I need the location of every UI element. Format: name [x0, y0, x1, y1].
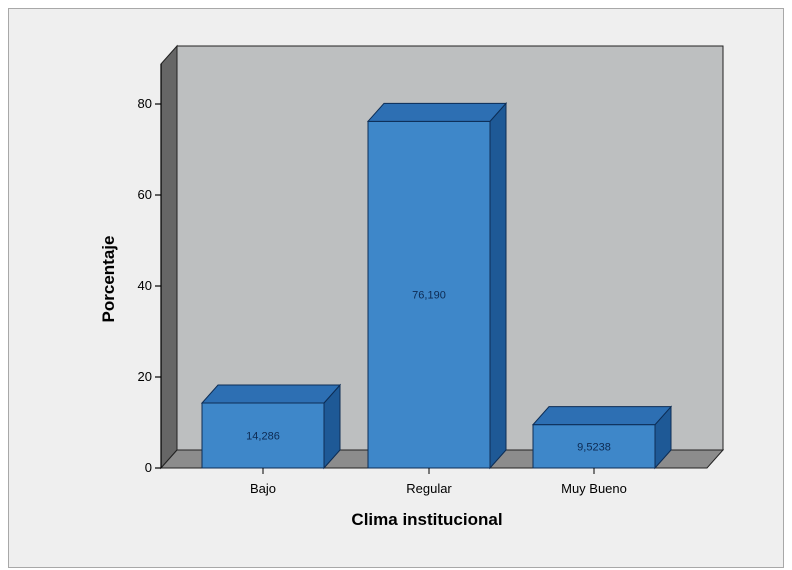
bar-bajo: 14,286 Bajo — [200, 383, 342, 496]
bar-regular: 76,190 Regular — [366, 102, 508, 496]
bars: 14,286 Bajo 76,190 Regular 9,5238 Muy Bueno — [200, 102, 673, 496]
x-axis-title: Clima institucional — [351, 510, 502, 529]
y-tick-label: 80 — [138, 96, 152, 111]
y-tick-label: 20 — [138, 369, 152, 384]
bar-muy-bueno: 9,5238 Muy Bueno — [531, 405, 673, 496]
bar-value-label: 9,5238 — [577, 441, 611, 453]
y-axis: 0 20 40 60 80 — [138, 64, 162, 475]
x-category-label: Bajo — [250, 481, 276, 496]
x-category-label: Muy Bueno — [561, 481, 627, 496]
bar-chart: 0 20 40 60 80 14,286 Bajo 76,190 Regular 9,5238 M… — [99, 44, 725, 529]
bar-front — [367, 120, 491, 469]
chart-frame: 0 20 40 60 80 14,286 Bajo 76,190 Regular 9,5238 M… — [8, 8, 784, 568]
bar-value-label: 76,190 — [412, 290, 446, 302]
bar-top — [366, 102, 508, 122]
y-tick-label: 40 — [138, 278, 152, 293]
bar-top — [200, 384, 342, 404]
x-category-label: Regular — [406, 481, 452, 496]
bar-value-label: 14,286 — [246, 430, 280, 442]
bar-top — [531, 406, 673, 426]
bar-side — [489, 102, 507, 470]
y-tick-label: 0 — [145, 460, 152, 475]
y-axis-title: Porcentaje — [99, 236, 118, 323]
side-wall — [160, 44, 178, 470]
y-tick-label: 60 — [138, 187, 152, 202]
